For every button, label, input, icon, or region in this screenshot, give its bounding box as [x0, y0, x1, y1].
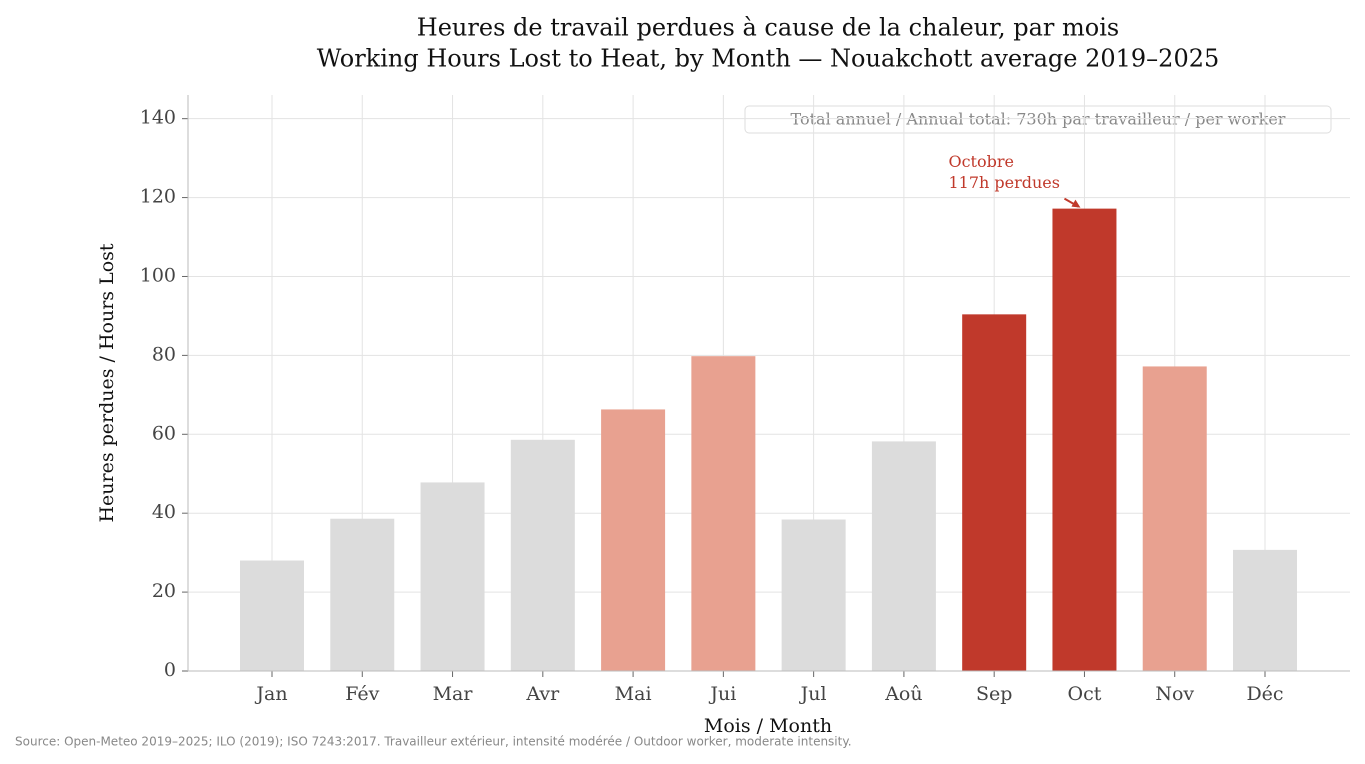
source-note: Source: Open-Meteo 2019–2025; ILO (2019)…	[15, 735, 852, 749]
bar	[240, 560, 304, 671]
bar	[420, 482, 485, 671]
y-tick-label: 40	[152, 501, 176, 523]
x-tick-label: Fév	[345, 683, 379, 705]
total-box	[744, 105, 1332, 134]
x-tick-label: Déc	[1246, 683, 1283, 705]
bar	[510, 439, 575, 671]
annotation-arrowhead	[1071, 199, 1081, 208]
x-tick-label: Mar	[433, 683, 474, 705]
x-tick-label: Mai	[615, 683, 652, 705]
y-tick-label: 120	[140, 186, 176, 208]
bar	[330, 518, 395, 671]
y-tick-label: 140	[140, 107, 176, 129]
x-tick-label: Jan	[254, 683, 287, 705]
chart-subtitle: Working Hours Lost to Heat, by Month — N…	[317, 45, 1220, 73]
y-axis-label: Heures perdues / Hours Lost	[96, 243, 118, 522]
y-tick-label: 80	[152, 343, 176, 365]
x-tick-label: Sep	[976, 683, 1012, 705]
x-tick-label: Aoû	[884, 683, 922, 705]
x-tick-label: Jui	[708, 683, 736, 705]
x-tick-label: Oct	[1068, 683, 1102, 705]
bar	[601, 409, 666, 671]
x-axis-label: Mois / Month	[704, 715, 832, 737]
bar	[1052, 208, 1117, 671]
x-tick-label: Avr	[525, 683, 560, 705]
annotation-text: Octobre	[948, 152, 1014, 171]
annotation-text: 117h perdues	[948, 173, 1060, 192]
x-tick-label: Jul	[799, 683, 827, 705]
bar	[871, 441, 936, 671]
y-tick-label: 20	[152, 580, 176, 602]
bar	[691, 356, 756, 671]
bar	[962, 314, 1027, 671]
y-tick-label: 100	[140, 264, 176, 286]
x-tick-label: Nov	[1155, 683, 1194, 705]
y-tick-label: 60	[152, 422, 176, 444]
chart-title: Heures de travail perdues à cause de la …	[417, 14, 1119, 42]
bar	[781, 519, 846, 671]
bar	[1142, 366, 1207, 671]
y-tick-label: 0	[164, 659, 176, 681]
bar	[1233, 549, 1297, 671]
